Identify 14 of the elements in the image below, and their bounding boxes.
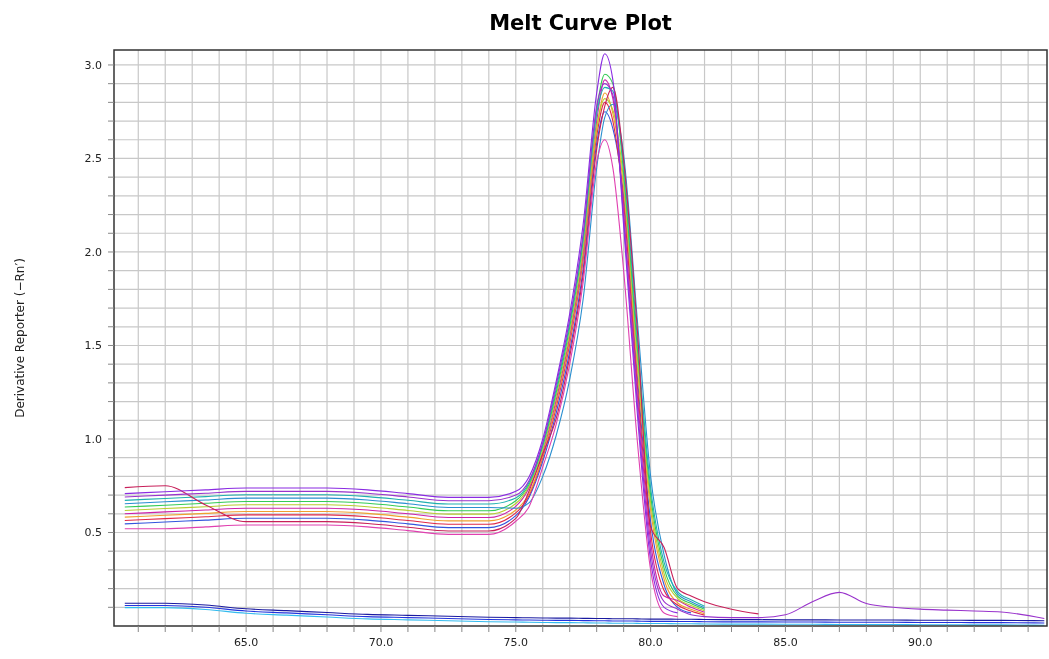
x-tick-label: 85.0: [773, 636, 798, 649]
x-tick-label: 90.0: [908, 636, 933, 649]
y-tick-label: 2.0: [84, 245, 102, 259]
x-tick-label: 80.0: [638, 636, 663, 649]
y-tick-label: 3.0: [84, 58, 102, 72]
y-tick-label: 0.5: [84, 526, 102, 540]
chart-title: Melt Curve Plot: [489, 11, 672, 35]
x-tick-label: 65.0: [233, 636, 259, 649]
x-tick-label: 70.0: [368, 636, 394, 649]
x-tick-label: 75.0: [503, 636, 529, 649]
y-tick-label: 1.5: [84, 339, 102, 353]
y-tick-label: 2.5: [84, 152, 102, 166]
y-axis-title: Derivative Reporter (−Rn′): [13, 258, 27, 418]
y-tick-label: 1.0: [84, 432, 102, 446]
